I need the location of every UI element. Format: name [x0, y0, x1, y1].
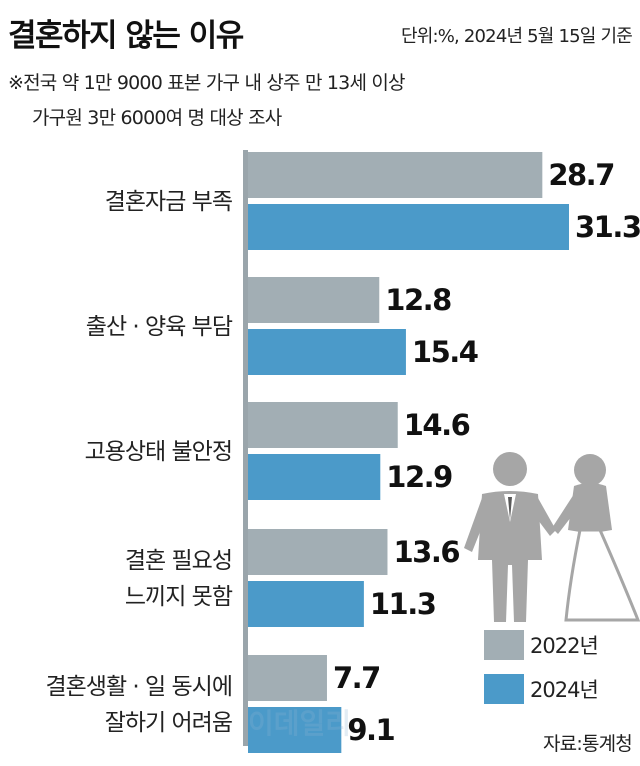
bar-2024 — [248, 329, 406, 375]
value-label: 14.6 — [404, 408, 470, 442]
survey-note-line1: ※전국 약 1만 9000 표본 가구 내 상주 만 13세 이상 — [8, 72, 406, 94]
legend-label: 2022년 — [530, 634, 598, 658]
bride-icon — [552, 454, 640, 622]
bar-2024 — [248, 204, 569, 250]
bar-2024 — [248, 581, 364, 627]
bar-2022 — [248, 402, 398, 448]
value-label: 31.3 — [575, 210, 640, 244]
category-label: 출산 · 양육 부담 — [86, 314, 233, 340]
category-label: 결혼 필요성 — [125, 548, 232, 574]
category-label: 느끼지 못함 — [125, 584, 233, 610]
value-label: 15.4 — [412, 335, 478, 369]
legend-swatch — [484, 630, 524, 660]
y-axis-line — [243, 150, 248, 746]
bar-2022 — [248, 655, 327, 701]
unit-note: 단위:%, 2024년 5월 15일 기준 — [400, 26, 633, 47]
category-label: 잘하기 어려움 — [105, 710, 232, 736]
value-label: 9.1 — [347, 713, 394, 747]
bar-2024 — [248, 707, 342, 753]
value-label: 7.7 — [333, 661, 380, 695]
survey-note-line2: 가구원 3만 6000여 명 대상 조사 — [32, 107, 282, 129]
value-label: 28.7 — [548, 158, 614, 192]
category-label: 결혼생활 · 일 동시에 — [45, 674, 232, 700]
value-label: 12.9 — [386, 460, 452, 494]
groom-icon — [464, 452, 556, 622]
legend-label: 2024년 — [530, 678, 598, 702]
legend-swatch — [484, 674, 524, 704]
value-label: 13.6 — [393, 535, 459, 569]
bar-2022 — [248, 152, 543, 198]
chart-title: 결혼하지 않는 이유 — [8, 18, 244, 54]
bar-2022 — [248, 529, 388, 575]
bar-2022 — [248, 277, 380, 323]
category-label: 결혼자금 부족 — [105, 189, 232, 215]
source-note: 자료:통계청 — [542, 733, 633, 755]
value-label: 12.8 — [385, 283, 451, 317]
value-label: 11.3 — [370, 587, 436, 621]
bar-2024 — [248, 454, 381, 500]
category-label: 고용상태 불안정 — [85, 439, 232, 465]
